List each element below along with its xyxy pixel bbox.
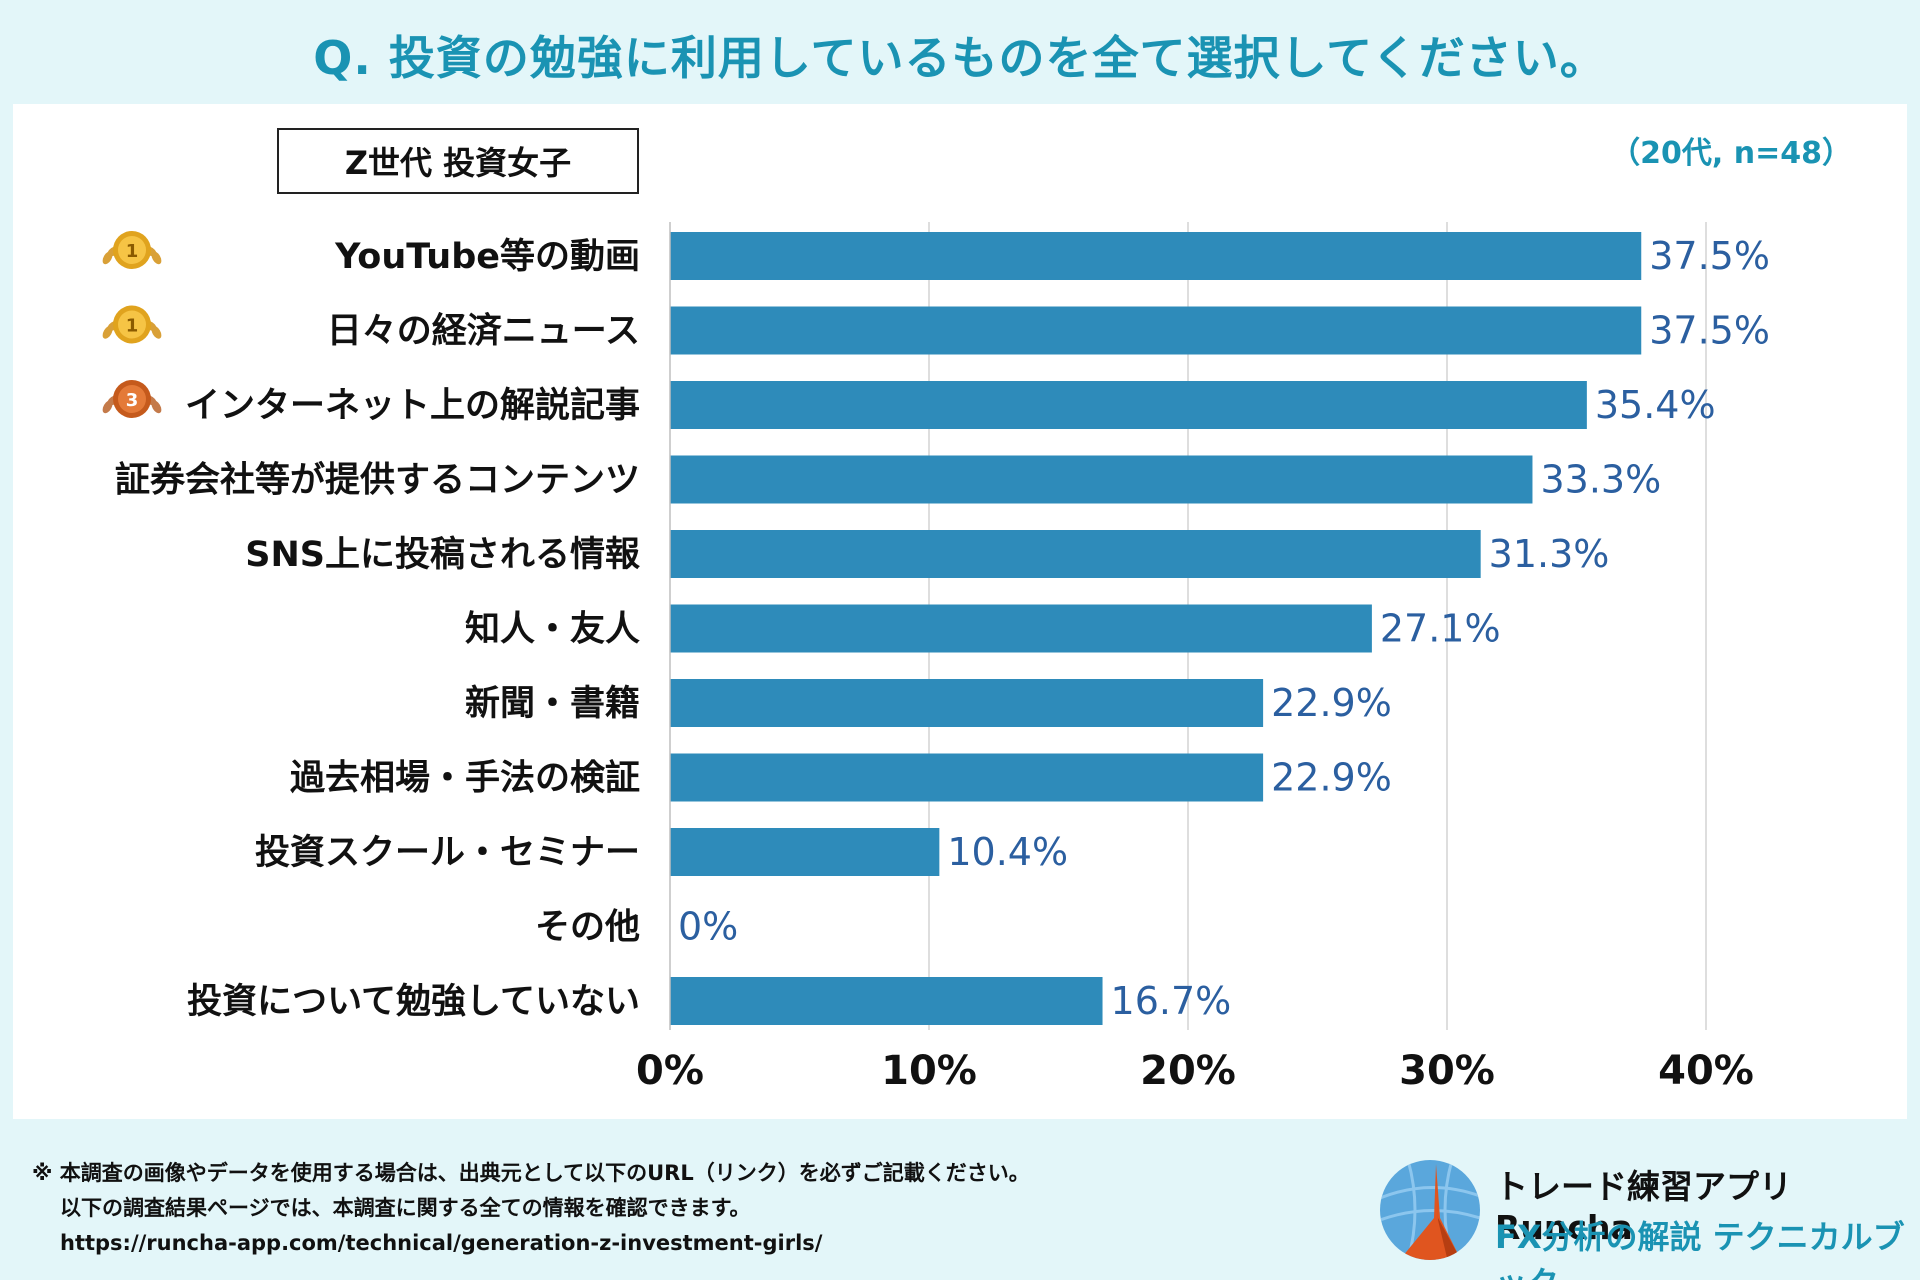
bar[interactable] bbox=[670, 306, 1642, 355]
medal-face bbox=[118, 385, 146, 413]
value-label: 22.9% bbox=[1271, 681, 1392, 725]
category-label: SNS上に投稿される情報 bbox=[245, 535, 640, 575]
bar[interactable] bbox=[670, 679, 1264, 727]
chart-title: Q. 投資の勉強に利用しているものを全て選択してください。 bbox=[313, 31, 1607, 85]
x-tick-label: 20% bbox=[1140, 1048, 1236, 1094]
category-label: YouTube等の動画 bbox=[334, 237, 640, 277]
runcha-logo-icon bbox=[1380, 1160, 1480, 1260]
value-label: 37.5% bbox=[1649, 234, 1770, 278]
category-label: 新聞・書籍 bbox=[465, 684, 640, 724]
value-label: 27.1% bbox=[1380, 607, 1501, 651]
value-label: 37.5% bbox=[1649, 309, 1770, 353]
medal-rank-label: 1 bbox=[126, 316, 139, 337]
sample-note: （20代, n=48） bbox=[1610, 136, 1852, 171]
bar[interactable] bbox=[670, 455, 1533, 504]
x-tick-label: 30% bbox=[1399, 1048, 1495, 1094]
category-label: その他 bbox=[535, 908, 640, 948]
value-label: 22.9% bbox=[1271, 756, 1392, 800]
value-label: 0% bbox=[678, 905, 738, 949]
value-label: 35.4% bbox=[1595, 383, 1716, 427]
bar-chart: YouTube等の動画 37.5% 日々の経済ニュース 37.5% インターネット上の解… bbox=[102, 222, 1770, 1094]
x-tick-label: 40% bbox=[1658, 1048, 1754, 1094]
value-label: 16.7% bbox=[1111, 979, 1232, 1023]
bar[interactable] bbox=[670, 530, 1481, 578]
brand-subtitle: FX分析の解説 テクニカルブック bbox=[1495, 1218, 1905, 1280]
footer-line-2: 以下の調査結果ページでは、本調査に関する全ての情報を確認できます。 bbox=[60, 1196, 751, 1220]
bar[interactable] bbox=[670, 604, 1372, 653]
medal-face bbox=[118, 310, 146, 339]
value-label: 33.3% bbox=[1540, 458, 1661, 502]
x-tick-label: 0% bbox=[636, 1048, 704, 1094]
medal-rank-label: 1 bbox=[126, 241, 139, 262]
category-label: 過去相場・手法の検証 bbox=[290, 759, 640, 799]
category-label: インターネット上の解説記事 bbox=[185, 386, 640, 426]
group-label: Z世代 投資女子 bbox=[277, 128, 639, 194]
value-label: 10.4% bbox=[947, 830, 1068, 874]
bar[interactable] bbox=[670, 828, 940, 876]
category-label: 知人・友人 bbox=[465, 610, 640, 650]
bar[interactable] bbox=[670, 753, 1264, 802]
category-label: 投資スクール・セミナー bbox=[255, 833, 640, 873]
bar[interactable] bbox=[670, 381, 1587, 429]
brand-name: トレード練習アプリ Runcha bbox=[1495, 1167, 1792, 1247]
x-tick-label: 10% bbox=[881, 1048, 977, 1094]
category-label: 証券会社等が提供するコンテンツ bbox=[115, 461, 640, 501]
medal-rank-label: 3 bbox=[126, 390, 139, 411]
category-label: 日々の経済ニュース bbox=[327, 312, 640, 352]
medal-face bbox=[118, 236, 146, 264]
bar[interactable] bbox=[670, 232, 1642, 280]
bar[interactable] bbox=[670, 977, 1103, 1025]
category-label: 投資について勉強していない bbox=[187, 982, 640, 1022]
footer-line-1: ※ 本調査の画像やデータを使用する場合は、出典元として以下のURL（リンク）を必… bbox=[32, 1161, 1030, 1185]
footer-url[interactable]: https://runcha-app.com/technical/generat… bbox=[60, 1231, 823, 1255]
footer-note: ※ 本調査の画像やデータを使用する場合は、出典元として以下のURL（リンク）を必… bbox=[32, 1156, 1030, 1261]
value-label: 31.3% bbox=[1489, 532, 1610, 576]
